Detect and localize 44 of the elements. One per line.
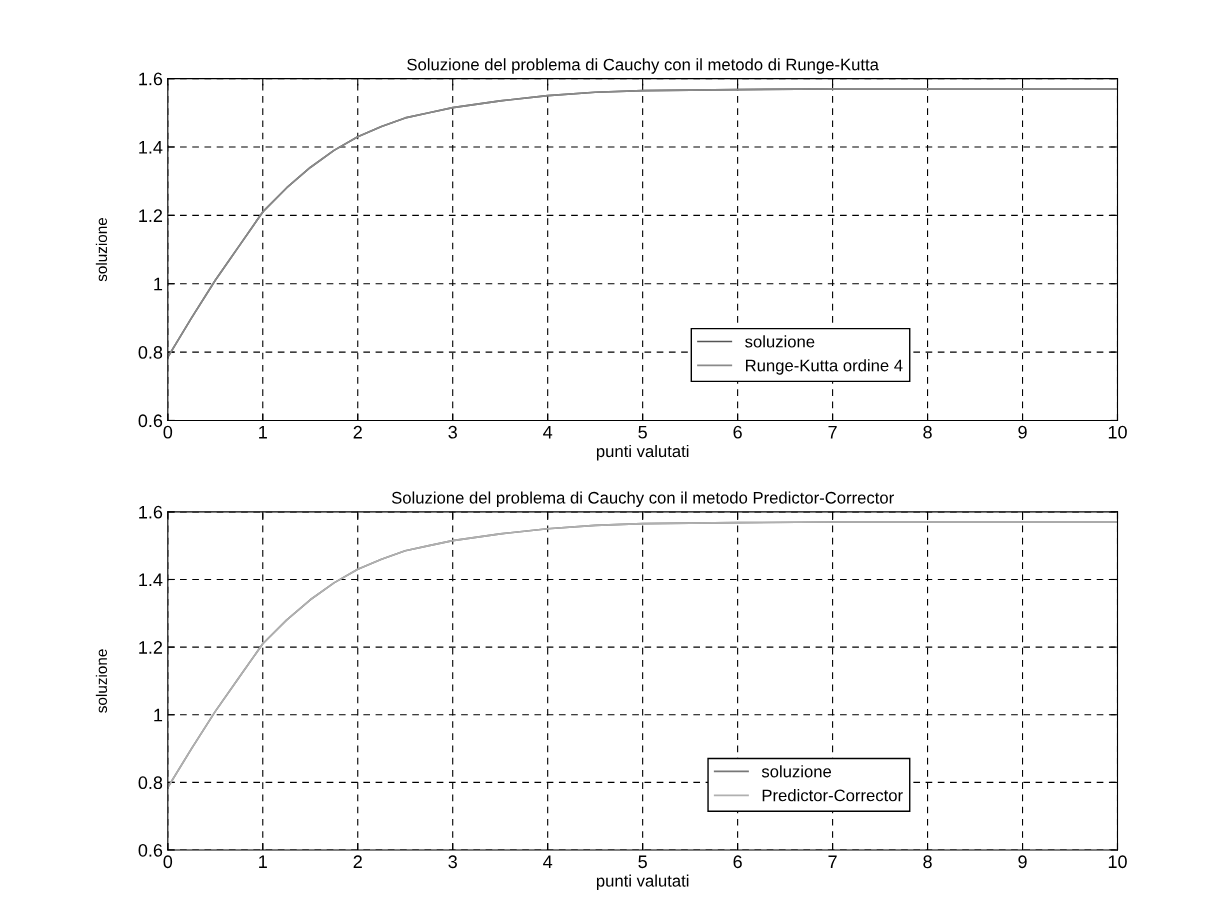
x-tick-label: 8 [923,425,932,439]
x-tick-label: 3 [448,425,457,439]
x-tick-label: 6 [733,425,742,439]
x-tick-label: 5 [638,855,647,869]
x-tick-label: 7 [828,425,837,439]
y-tick-label: 0.6 [138,843,163,857]
chart-title: Soluzione del problema di Cauchy con il metodo Predictor-Corrector [391,491,894,507]
x-tick-label: 1 [259,855,267,868]
legend-label: Predictor-Corrector [762,789,903,802]
legend-label: Runge-Kutta ordine 4 [746,359,903,375]
y-tick-label: 1 [154,277,163,291]
legend-label: soluzione [761,765,832,778]
x-tick-label: 2 [353,425,362,439]
x-axis-title: punti valutati [596,444,689,461]
x-tick-label: 10 [1108,425,1127,439]
x-tick-label: 2 [353,855,362,868]
x-tick-label: 9 [1018,425,1027,439]
y-axis-title: soluzione [95,649,108,713]
y-tick-label: 1.2 [139,209,163,222]
y-tick-label: 1.6 [139,72,163,86]
x-tick-label: 6 [733,855,742,869]
y-tick-label: 1 [154,708,163,722]
x-tick-label: 1 [259,425,267,439]
x-tick-label: 8 [923,855,932,869]
y-tick-label: 1.4 [139,573,163,587]
y-tick-label: 1.4 [139,141,163,154]
x-tick-label: 7 [828,855,837,868]
x-tick-label: 10 [1108,855,1127,869]
y-tick-label: 1.6 [139,505,163,519]
x-tick-label: 5 [638,425,647,439]
x-tick-label: 9 [1018,855,1027,869]
legend-label: soluzione [745,335,815,348]
y-tick-label: 0.8 [138,346,163,359]
y-tick-label: 0.6 [138,414,163,428]
y-tick-label: 0.8 [138,776,163,790]
x-tick-label: 0 [163,855,173,869]
y-axis-title: soluzione [95,217,108,282]
x-tick-label: 0 [163,425,173,439]
x-tick-label: 4 [543,425,553,439]
x-tick-label: 3 [448,855,457,869]
x-axis-title: punti valutati [596,874,689,891]
y-tick-label: 1.2 [139,641,163,654]
x-tick-label: 4 [543,855,553,868]
chart-title: Soluzione del problema di Cauchy con il metodo di Runge-Kutta [407,58,879,74]
